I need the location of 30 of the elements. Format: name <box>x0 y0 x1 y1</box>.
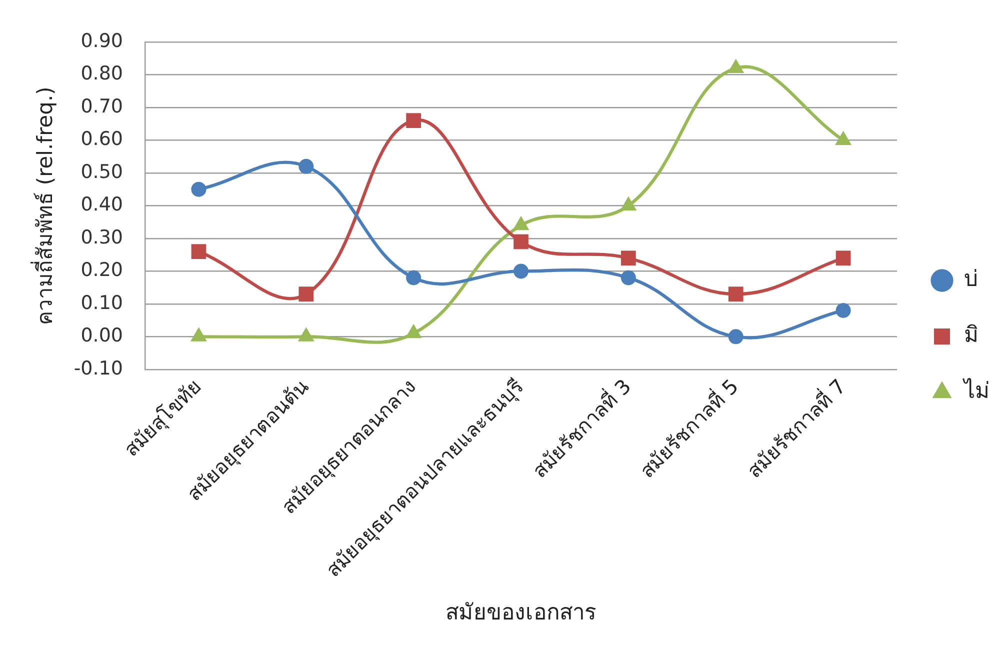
legend-label: บ่ <box>964 267 978 292</box>
point <box>728 329 744 344</box>
point <box>836 250 851 266</box>
y-tick-label: 0.90 <box>80 30 123 52</box>
x-axis-title: สมัยของเอกสาร <box>446 600 596 626</box>
point <box>514 264 528 279</box>
y-tick-label: 0.30 <box>80 226 123 248</box>
point <box>406 270 422 286</box>
y-tick-label: 0.50 <box>80 160 123 183</box>
point <box>620 270 636 286</box>
point <box>298 286 314 302</box>
y-tick-label: 0.40 <box>80 194 123 216</box>
point <box>621 250 636 266</box>
point <box>191 182 206 197</box>
y-tick-label: 0.70 <box>80 95 123 118</box>
y-tick-label: 0.80 <box>80 62 123 85</box>
y-tick-label: -0.10 <box>74 357 123 380</box>
y-axis-title: ความถี่สัมพัทธ์ (rel.freq.) <box>30 86 58 325</box>
point <box>406 113 421 128</box>
legend-label: ไม่ <box>962 378 990 404</box>
y-tick-label: 0.10 <box>80 292 123 314</box>
point <box>728 286 744 302</box>
point <box>298 158 314 174</box>
point <box>191 244 206 259</box>
point <box>836 302 851 318</box>
y-tick-label: 0.00 <box>80 324 123 347</box>
legend-label: มิ <box>964 323 979 348</box>
y-tick-label: 0.60 <box>80 128 123 150</box>
point <box>514 234 528 250</box>
y-tick-label: 0.20 <box>80 259 123 282</box>
